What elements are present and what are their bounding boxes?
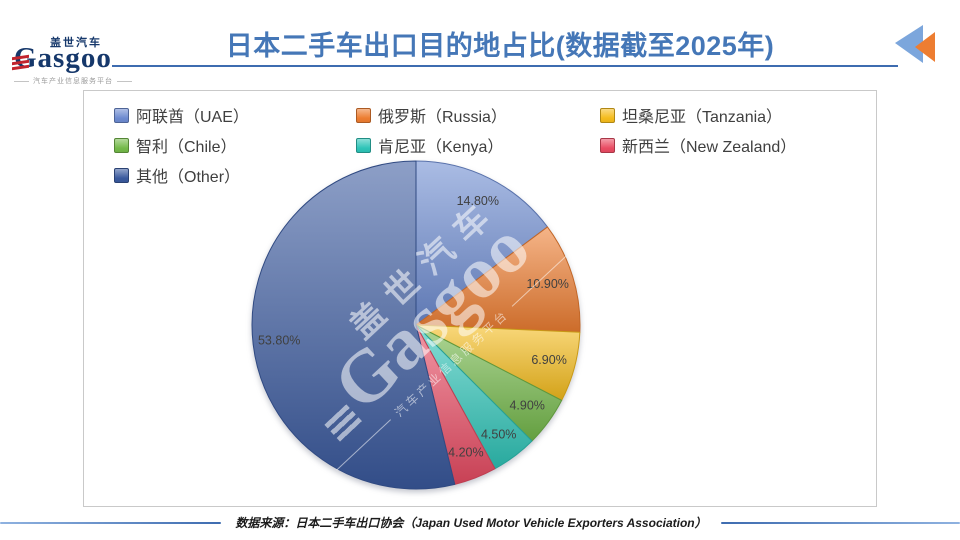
slice-label-kenya: 4.50% <box>481 427 516 441</box>
logo-stripes-icon <box>12 54 30 72</box>
pie-slice-other[interactable] <box>251 160 456 490</box>
legend-item-tanzania[interactable]: 坦桑尼亚（Tanzania） <box>600 105 783 126</box>
legend-swatch-other <box>114 167 129 183</box>
pie-slice-uae[interactable] <box>415 160 548 326</box>
legend-item-russia[interactable]: 俄罗斯（Russia） <box>356 105 507 126</box>
legend-label-kenya: 肯尼亚（Kenya） <box>378 139 504 156</box>
logo-wordmark: Gasgoo <box>14 42 112 74</box>
slice-label-other: 53.80% <box>258 334 300 348</box>
logo-wordmark-row: Gasgoo <box>12 42 132 74</box>
slice-label-tanzania: 6.90% <box>531 353 566 367</box>
slice-label-uae: 14.80% <box>457 194 499 208</box>
footer-left-line <box>0 521 222 524</box>
logo-chinese-text: 盖世汽车 <box>50 37 102 49</box>
legend-label-uae: 阿联酋（UAE） <box>136 109 249 126</box>
back-arrow-icon[interactable] <box>890 20 946 68</box>
slice-label-new-zealand: 4.20% <box>448 446 483 460</box>
legend-swatch-kenya <box>356 137 371 153</box>
legend-swatch-uae <box>114 107 129 123</box>
legend-item-new-zealand[interactable]: 新西兰（New Zealand） <box>600 135 797 156</box>
chart-panel: 阿联酋（UAE） 俄罗斯（Russia） 坦桑尼亚（Tanzania） 智利（Chil… <box>83 90 877 507</box>
legend-item-other[interactable]: 其他（Other） <box>114 165 241 186</box>
title-underline <box>112 65 898 67</box>
logo-tagline: 汽车产业信息服务平台 <box>14 76 132 86</box>
slice-label-russia: 10.90% <box>526 277 568 291</box>
legend-swatch-new-zealand <box>600 137 615 153</box>
legend-label-chile: 智利（Chile） <box>136 139 237 156</box>
chart-legend: 阿联酋（UAE） 俄罗斯（Russia） 坦桑尼亚（Tanzania） 智利（Chil… <box>84 91 876 506</box>
footer: 数据来源：日本二手车出口协会（Japan Used Motor Vehicle … <box>0 514 960 531</box>
gasgoo-logo[interactable]: 盖世汽车 Gasgoo 汽车产业信息服务平台 <box>12 34 132 86</box>
legend-label-other: 其他（Other） <box>136 169 241 186</box>
legend-item-kenya[interactable]: 肯尼亚（Kenya） <box>356 135 504 156</box>
legend-label-tanzania: 坦桑尼亚（Tanzania） <box>622 109 783 126</box>
legend-swatch-russia <box>356 107 371 123</box>
pie-chart: 14.80% 10.90% 6.90% 4.90% 4.50% 4.20% 53.80% <box>251 160 581 490</box>
data-source-note: 数据来源：日本二手车出口协会（Japan Used Motor Vehicle … <box>235 516 707 530</box>
footer-right-line <box>720 521 960 524</box>
legend-swatch-tanzania <box>600 107 615 123</box>
page-title: 日本二手车出口目的地占比(数据截至2025年) <box>225 31 775 61</box>
legend-label-russia: 俄罗斯（Russia） <box>378 109 507 126</box>
legend-item-uae[interactable]: 阿联酋（UAE） <box>114 105 249 126</box>
legend-label-new-zealand: 新西兰（New Zealand） <box>622 139 797 156</box>
legend-swatch-chile <box>114 137 129 153</box>
slice-label-chile: 4.90% <box>509 399 544 413</box>
legend-item-chile[interactable]: 智利（Chile） <box>114 135 237 156</box>
